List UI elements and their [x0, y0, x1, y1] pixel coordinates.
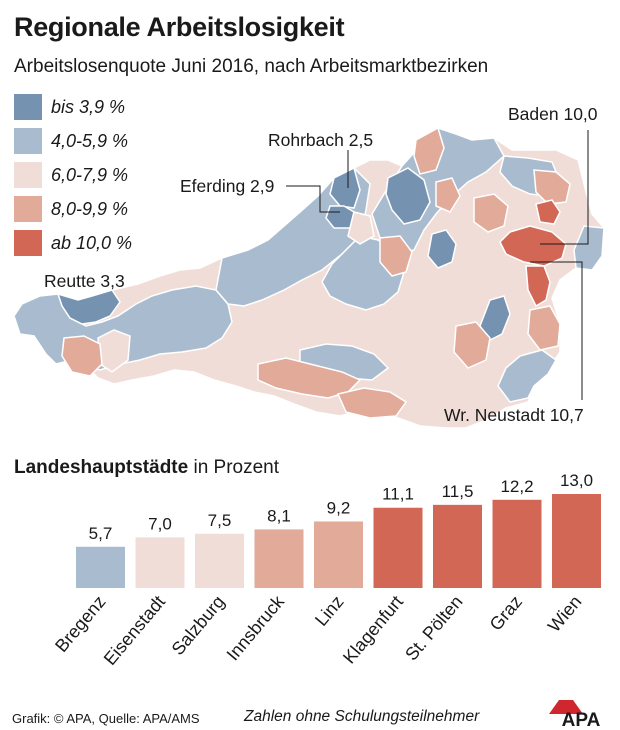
legend-label: 4,0-5,9 % [51, 130, 129, 151]
callout-rohrbach: Rohrbach 2,5 [268, 130, 373, 150]
category-label: Linz [311, 592, 348, 630]
bar-st-p-lten [433, 504, 482, 588]
bar-chart: 5,7 Bregenz 7,0 Eisenstadt 7,5 Salzburg 8,1 Inn… [51, 471, 601, 669]
legend-swatch [14, 94, 42, 120]
callout-line-baden [540, 130, 589, 245]
region-wien-nord [535, 199, 561, 225]
apa-logo: APA [549, 700, 601, 728]
bar-value-label: 11,5 [442, 482, 474, 501]
chart-subtitle: Arbeitslosenquote Juni 2016, nach Arbeit… [14, 56, 489, 77]
region-wien-ost [573, 225, 605, 271]
legend-item: ab 10,0 % [14, 226, 132, 260]
bar-value-label: 5,7 [89, 524, 113, 543]
apa-logo-text: APA [562, 710, 601, 728]
legend-item: 6,0-7,9 % [14, 158, 132, 192]
region-gmuend [435, 177, 461, 213]
footnote: Zahlen ohne Schulungsteilnehmer [244, 708, 480, 725]
bar-graz [492, 499, 542, 588]
callout-line-wr-neustadt [530, 261, 583, 400]
region-wr-neustadt [525, 265, 551, 308]
category-label: Eisenstadt [100, 592, 169, 669]
bar-value-label: 11,1 [382, 485, 414, 504]
apa-logo-mark [549, 700, 583, 714]
legend-label: 6,0-7,9 % [51, 164, 129, 185]
legend-item: 8,0-9,9 % [14, 192, 132, 226]
category-label: Innsbruck [223, 591, 289, 664]
bar-wien [552, 494, 601, 588]
bar-linz [314, 521, 363, 588]
bar-salzburg [195, 533, 244, 588]
bar-bregenz [76, 546, 125, 588]
bar-value-label: 7,5 [208, 511, 232, 530]
callout-baden: Baden 10,0 [508, 104, 598, 124]
bar-value-label: 12,2 [500, 477, 533, 496]
legend-label: ab 10,0 % [51, 232, 133, 253]
category-label: Graz [486, 592, 526, 635]
region-zwettl [413, 126, 445, 175]
region-rohrbach [329, 166, 361, 209]
region-oststeiermark [527, 305, 561, 351]
region-krems [473, 193, 509, 233]
legend-swatch [14, 162, 42, 188]
bar-value-label: 13,0 [560, 471, 593, 490]
region-suedburgenland [497, 349, 557, 403]
region-reutte [56, 289, 121, 325]
callout-wr-neustadt: Wr. Neustadt 10,7 [444, 405, 584, 425]
region-linz-land [347, 211, 375, 245]
callout-reutte: Reutte 3,3 [44, 271, 125, 291]
legend-label: bis 3,9 % [51, 96, 126, 117]
bar-chart-heading-unit: in Prozent [188, 457, 280, 478]
legend-swatch [14, 230, 42, 256]
callout-line-eferding [286, 185, 340, 213]
legend: bis 3,9 % 4,0-5,9 % 6,0-7,9 % 8,0-9,9 % … [14, 90, 132, 260]
category-label: St. Pölten [401, 592, 466, 665]
bar-chart-heading: Landeshauptstädte in Prozent [14, 457, 279, 479]
region-bruck [533, 169, 571, 205]
category-label: Wien [544, 592, 586, 636]
legend-swatch [14, 128, 42, 154]
region-freistadt [385, 167, 431, 225]
bar-eisenstadt [135, 537, 185, 588]
region-landeck [61, 335, 103, 377]
legend-item: 4,0-5,9 % [14, 124, 132, 158]
region-weiz [453, 321, 491, 369]
bar-value-label: 8,1 [267, 506, 291, 525]
bar-value-label: 9,2 [327, 498, 351, 517]
category-label: Klagenfurt [339, 592, 407, 668]
category-label: Salzburg [168, 592, 229, 659]
legend-swatch [14, 196, 42, 222]
region-villach [336, 387, 408, 419]
bar-innsbruck [254, 529, 304, 588]
chart-title: Regionale Arbeitslosigkeit [14, 12, 345, 42]
bar-chart-heading-bold: Landeshauptstädte [14, 457, 189, 478]
category-label: Bregenz [51, 592, 109, 656]
bar-value-label: 7,0 [148, 514, 172, 533]
austria-map: Baden 10,0 Rohrbach 2,5 Eferding 2,9 Reu… [13, 104, 605, 429]
bar-klagenfurt [373, 507, 423, 588]
legend-label: 8,0-9,9 % [51, 198, 129, 219]
source-credit: Grafik: © APA, Quelle: APA/AMS [12, 711, 200, 726]
region-amstetten [427, 229, 457, 269]
region-steyr-stadt [379, 235, 413, 277]
callout-eferding: Eferding 2,9 [180, 176, 274, 196]
legend-item: bis 3,9 % [14, 90, 132, 124]
